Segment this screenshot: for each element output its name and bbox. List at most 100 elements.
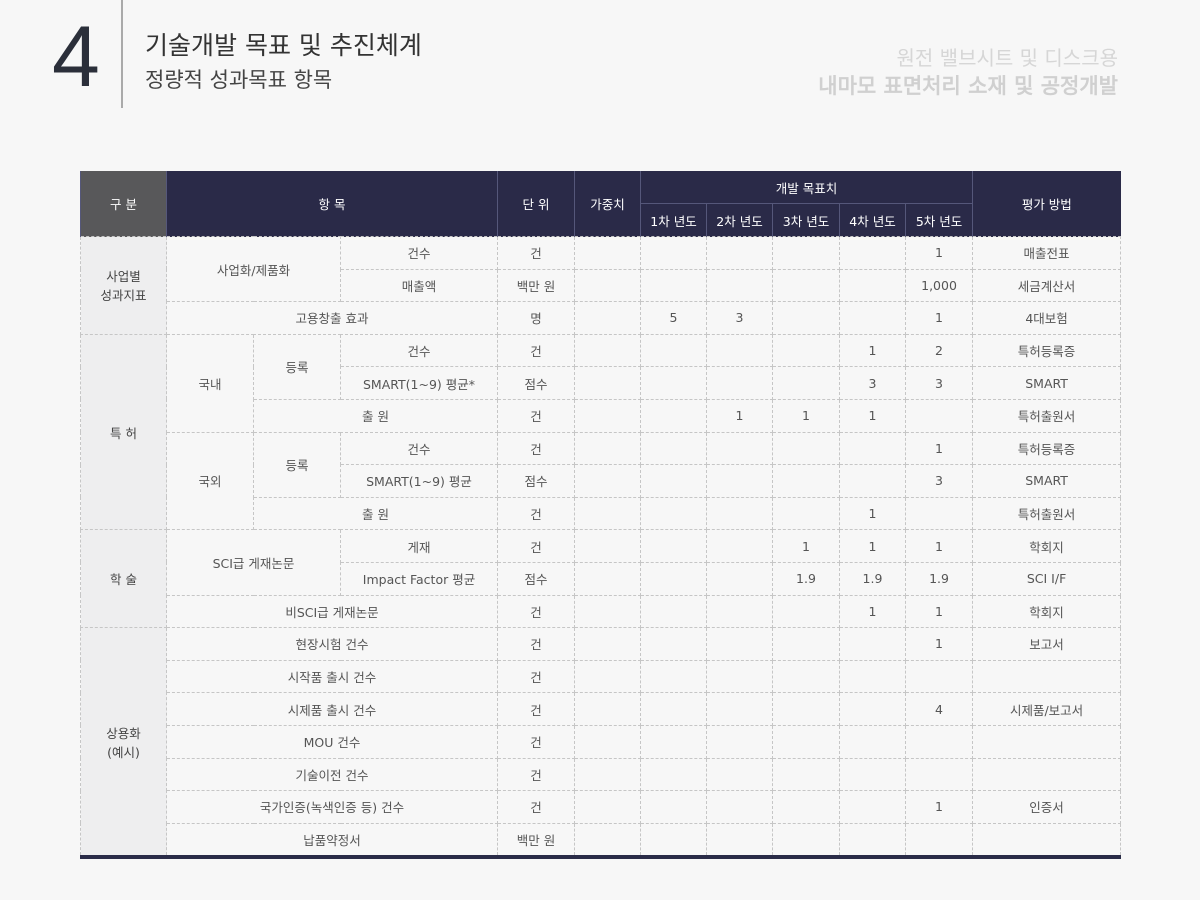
target-year-1-cell	[640, 333, 707, 368]
target-year-2-cell	[706, 757, 773, 792]
target-year-1-cell	[640, 431, 707, 466]
target-year-5-cell: 4	[904, 692, 974, 726]
target-year-4-cell	[839, 790, 906, 824]
target-year-4-cell: 3	[839, 366, 906, 400]
weight-cell	[574, 724, 641, 759]
target-year-3-cell	[772, 659, 840, 694]
method-cell: 특허등록증	[972, 333, 1122, 368]
weight-cell	[574, 822, 641, 858]
target-year-4-cell	[839, 757, 906, 792]
item-cell: 출 원	[253, 496, 498, 531]
target-year-2-cell	[706, 594, 773, 629]
target-year-3-cell	[772, 236, 840, 270]
target-year-2-cell	[706, 692, 773, 726]
target-year-3-cell	[772, 464, 840, 498]
target-year-4-cell: 1	[839, 333, 906, 368]
unit-cell: 건	[497, 594, 575, 629]
target-year-3-cell	[772, 431, 840, 466]
target-year-1-cell	[640, 236, 707, 270]
target-year-3-cell: 1	[772, 398, 840, 433]
target-year-4-cell	[839, 431, 906, 466]
unit-cell: 건	[497, 496, 575, 531]
target-year-4-cell: 1.9	[839, 561, 906, 596]
target-year-4-cell	[839, 268, 906, 303]
target-year-5-cell: 2	[904, 333, 974, 368]
target-year-4-cell	[839, 464, 906, 498]
target-year-4-cell	[839, 236, 906, 270]
unit-cell: 건	[497, 431, 575, 466]
target-year-2-cell	[706, 627, 773, 661]
weight-cell	[574, 790, 641, 824]
unit-cell: 건	[497, 790, 575, 824]
weight-cell	[574, 594, 641, 629]
target-year-4-cell	[839, 724, 906, 759]
target-year-2-cell	[706, 790, 773, 824]
weight-cell	[574, 496, 641, 531]
unit-cell: 점수	[497, 561, 575, 596]
target-year-5-cell	[904, 757, 974, 792]
weight-cell	[574, 431, 641, 466]
item-cell: 건수	[340, 236, 498, 270]
header-year-1: 1차 년도	[640, 203, 707, 237]
header-method: 평가 방법	[972, 171, 1121, 237]
divider	[121, 0, 123, 108]
table-row: 국외 등록 건수 건 1 특허등록증	[81, 431, 1122, 531]
unit-cell: 건	[497, 692, 575, 726]
target-year-1-cell	[640, 594, 707, 629]
item-cell: 현장시험 건수	[166, 627, 498, 661]
method-cell: 인증서	[972, 790, 1122, 824]
table-row: 학 술 SCI급 게재논문 게재 건 1 1 1 학회지	[80, 529, 1122, 629]
method-cell	[972, 724, 1122, 759]
method-cell: 학회지	[972, 594, 1122, 629]
target-year-5-cell: 1	[904, 627, 974, 661]
target-year-3-cell	[772, 724, 840, 759]
target-year-1-cell	[640, 659, 707, 694]
target-year-3-cell	[772, 822, 840, 858]
method-cell: 특허등록증	[972, 431, 1122, 466]
target-year-5-cell: 1	[904, 529, 974, 563]
target-year-3-cell	[772, 627, 840, 661]
section-number: 4	[52, 9, 100, 105]
weight-cell	[574, 464, 641, 498]
target-year-4-cell	[839, 692, 906, 726]
weight-cell	[574, 529, 641, 563]
item-cell: 국외	[166, 431, 254, 531]
target-year-5-cell: 1	[904, 301, 974, 335]
weight-cell	[574, 301, 641, 335]
method-cell: 시제품/보고서	[972, 692, 1122, 726]
target-year-1-cell	[640, 268, 707, 303]
method-cell: 특허출원서	[972, 398, 1122, 433]
header-year-2: 2차 년도	[706, 203, 773, 237]
project-title-line1: 원전 밸브시트 및 디스크용	[896, 46, 1118, 70]
target-year-3-cell	[772, 333, 840, 368]
table-row: SMART(1~9) 평균 점수 3 SMART	[81, 464, 1122, 498]
target-year-2-cell	[706, 464, 773, 498]
target-year-5-cell: 3	[904, 366, 974, 400]
target-year-4-cell	[839, 301, 906, 335]
weight-cell	[574, 757, 641, 792]
header-year-4: 4차 년도	[839, 203, 906, 237]
method-cell: SCI I/F	[972, 561, 1122, 596]
header-year-5: 5차 년도	[904, 203, 973, 237]
table-row: 납품약정서 백만 원	[81, 822, 1122, 858]
item-cell: 기술이전 건수	[166, 757, 498, 792]
target-year-1-cell	[640, 366, 707, 400]
target-year-4-cell: 1	[839, 529, 906, 563]
method-cell: 세금계산서	[972, 268, 1122, 303]
method-cell	[972, 757, 1122, 792]
target-year-5-cell: 1	[904, 594, 974, 629]
page-title: 기술개발 목표 및 추진체계	[145, 31, 422, 60]
target-year-4-cell	[839, 627, 906, 661]
item-cell: SMART(1~9) 평균	[340, 464, 498, 498]
item-cell: 매출액	[340, 268, 498, 303]
header-targets: 개발 목표치	[639, 171, 973, 204]
item-cell: Impact Factor 평균	[340, 561, 498, 596]
target-year-5-cell: 1	[904, 236, 974, 270]
header-unit: 단 위	[497, 171, 575, 237]
unit-cell: 점수	[497, 464, 575, 498]
target-year-3-cell: 1	[772, 529, 840, 563]
table-row: 시작품 출시 건수 건	[81, 659, 1122, 694]
target-year-2-cell	[706, 724, 773, 759]
target-year-5-cell	[904, 659, 974, 694]
target-year-3-cell	[772, 692, 840, 726]
